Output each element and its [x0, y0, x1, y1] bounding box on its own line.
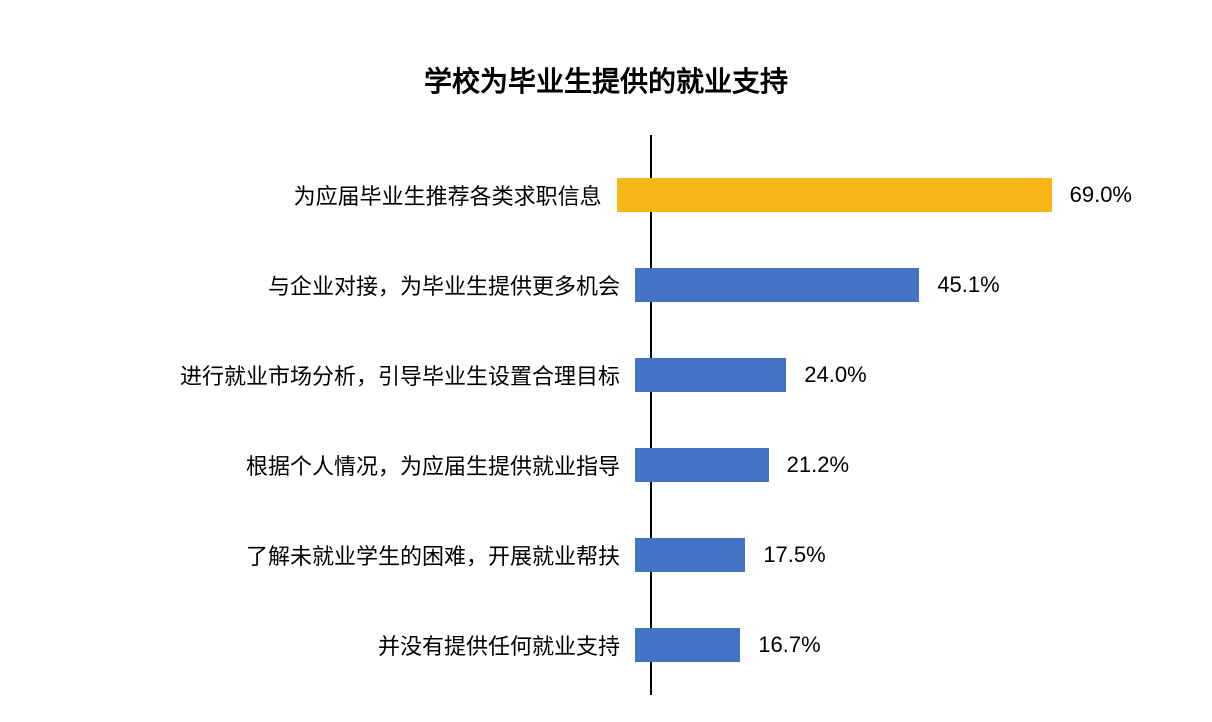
bar-fill [617, 178, 1052, 212]
bar-label: 进行就业市场分析，引导毕业生设置合理目标 [80, 359, 635, 391]
bar-fill [635, 268, 919, 302]
bar-row: 为应届毕业生推荐各类求职信息 69.0% [80, 150, 1132, 240]
chart-container: 为应届毕业生推荐各类求职信息 69.0% 与企业对接，为毕业生提供更多机会 45… [80, 150, 1132, 690]
bar-row: 进行就业市场分析，引导毕业生设置合理目标 24.0% [80, 330, 1132, 420]
bar-row: 与企业对接，为毕业生提供更多机会 45.1% [80, 240, 1132, 330]
bar-row: 根据个人情况，为应届生提供就业指导 21.2% [80, 420, 1132, 510]
bar-track: 45.1% [635, 268, 1132, 302]
y-axis-line [650, 135, 652, 695]
bar-value: 24.0% [804, 362, 866, 388]
bar-fill [635, 358, 786, 392]
bar-row: 了解未就业学生的困难，开展就业帮扶 17.5% [80, 510, 1132, 600]
bar-label: 并没有提供任何就业支持 [80, 629, 635, 661]
chart-title: 学校为毕业生提供的就业支持 [80, 60, 1132, 100]
bar-value: 69.0% [1070, 182, 1132, 208]
bar-track: 69.0% [617, 178, 1132, 212]
bar-track: 17.5% [635, 538, 1132, 572]
bar-value: 17.5% [763, 542, 825, 568]
bar-fill [635, 628, 740, 662]
bar-label: 为应届毕业生推荐各类求职信息 [80, 179, 617, 211]
bar-label: 根据个人情况，为应届生提供就业指导 [80, 449, 635, 481]
bar-value: 45.1% [937, 272, 999, 298]
bar-track: 16.7% [635, 628, 1132, 662]
bar-track: 24.0% [635, 358, 1132, 392]
bar-value: 21.2% [787, 452, 849, 478]
bar-value: 16.7% [758, 632, 820, 658]
bar-label: 了解未就业学生的困难，开展就业帮扶 [80, 539, 635, 571]
bar-track: 21.2% [635, 448, 1132, 482]
bar-row: 并没有提供任何就业支持 16.7% [80, 600, 1132, 690]
bar-fill [635, 448, 769, 482]
bar-fill [635, 538, 745, 572]
bar-label: 与企业对接，为毕业生提供更多机会 [80, 269, 635, 301]
